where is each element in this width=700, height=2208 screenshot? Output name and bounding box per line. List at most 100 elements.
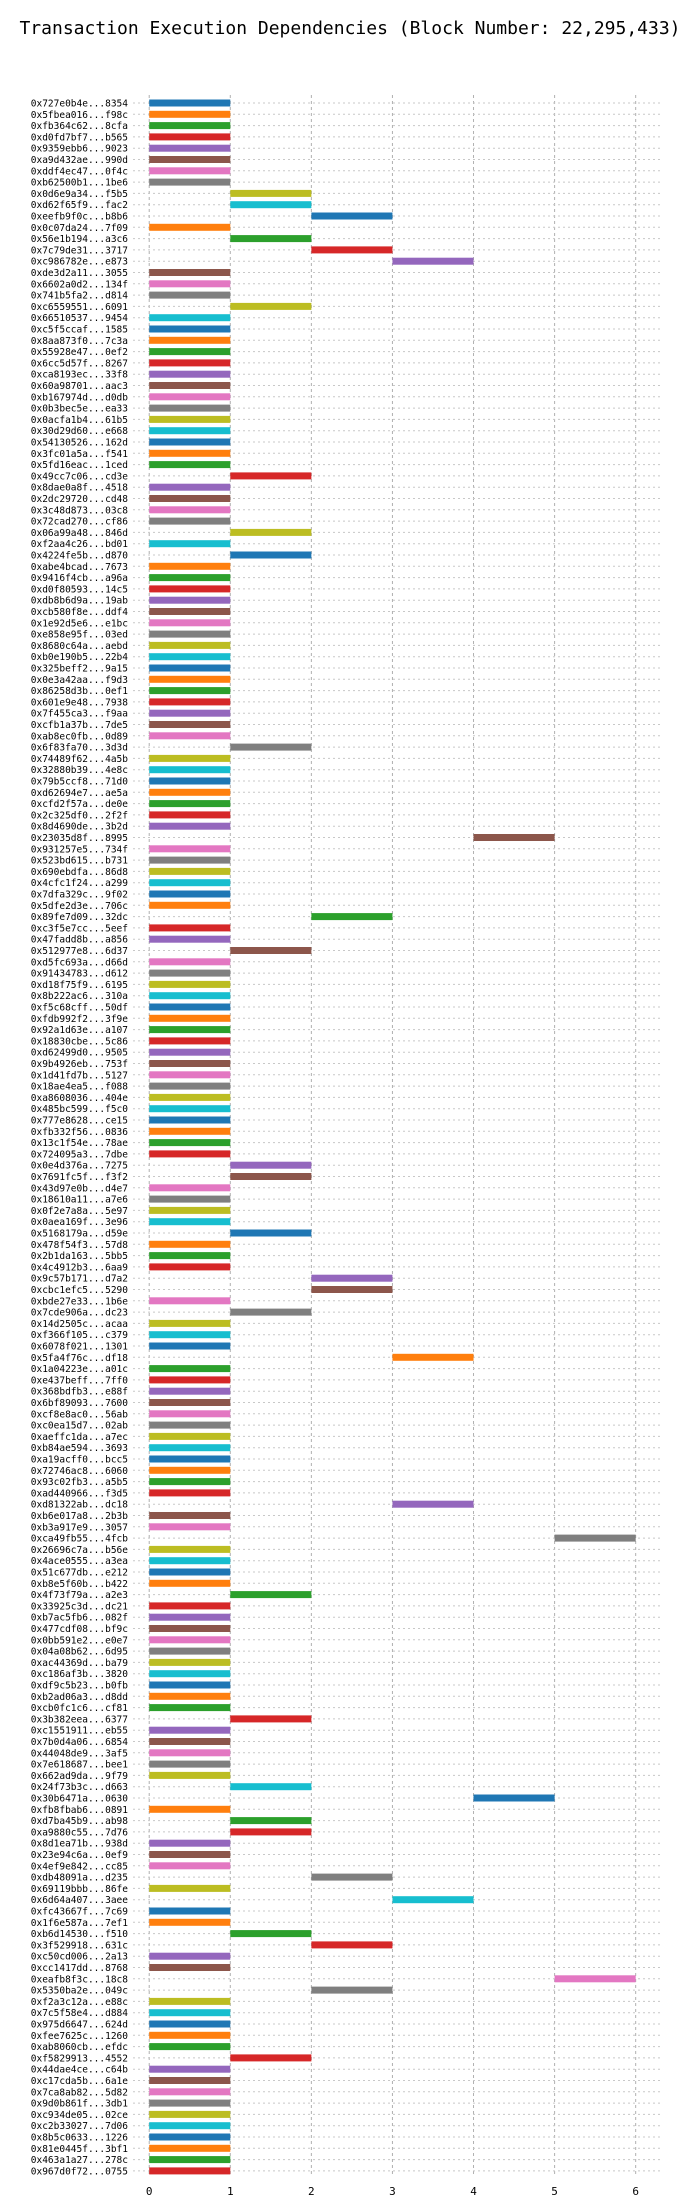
transaction-bar bbox=[149, 1263, 231, 1271]
transaction-bar bbox=[230, 1173, 312, 1180]
transaction-bar bbox=[311, 212, 393, 220]
y-tick-label: 0x32880b39...4e8c bbox=[31, 765, 128, 776]
transaction-bar bbox=[392, 1500, 474, 1508]
y-tick-label: 0xdf9c5b23...b0fb bbox=[31, 1681, 129, 1692]
y-tick-label: 0xa8608036...404e bbox=[31, 1093, 129, 1104]
y-tick-label: 0xfb8fbab6...0891 bbox=[31, 1805, 129, 1816]
transaction-bar bbox=[554, 1534, 636, 1542]
y-tick-label: 0x5dfe2d3e...706c bbox=[31, 901, 128, 912]
transaction-bar bbox=[149, 2156, 231, 2164]
transaction-bar bbox=[311, 1873, 393, 1881]
transaction-bar bbox=[149, 415, 231, 423]
y-tick-label: 0x0e4d376a...7275 bbox=[31, 1161, 128, 1172]
y-tick-label: 0xf2a3c12a...e88c bbox=[31, 1997, 128, 2008]
transaction-bar bbox=[149, 449, 231, 457]
transaction-bar bbox=[149, 144, 231, 152]
transaction-bar bbox=[149, 517, 231, 525]
transaction-bar bbox=[149, 2077, 231, 2084]
transaction-bar bbox=[230, 1308, 312, 1316]
transaction-bar bbox=[311, 913, 393, 921]
transaction-bar bbox=[149, 291, 231, 299]
y-tick-label: 0xd62f65f9...fac2 bbox=[31, 200, 128, 211]
y-tick-label: 0x43d97e0b...d4e7 bbox=[31, 1183, 128, 1194]
transaction-bar bbox=[149, 709, 231, 717]
y-tick-label: 0x477cdf08...bf9c bbox=[31, 1624, 128, 1635]
y-tick-label: 0x9d0b861f...3db1 bbox=[31, 2099, 129, 2110]
transaction-bar bbox=[311, 1941, 393, 1949]
y-tick-label: 0x54130526...162d bbox=[31, 438, 128, 449]
transaction-bar bbox=[149, 1478, 231, 1486]
transaction-bar bbox=[149, 698, 231, 706]
transaction-bar bbox=[149, 1512, 231, 1519]
transaction-bar bbox=[149, 2167, 231, 2175]
y-tick-label: 0xf2aa4c26...bd01 bbox=[31, 539, 129, 550]
transaction-bar bbox=[149, 1014, 231, 1022]
transaction-bar bbox=[149, 404, 231, 412]
y-tick-label: 0x56e1b194...a3c6 bbox=[31, 234, 129, 245]
x-tick-label: 2 bbox=[308, 2185, 315, 2198]
y-tick-label: 0x1d41fd7b...5127 bbox=[31, 1070, 128, 1081]
y-tick-label: 0x741b5fa2...d814 bbox=[31, 291, 129, 302]
y-tick-label: 0xd7ba45b9...ab98 bbox=[31, 1816, 129, 1827]
transaction-bar bbox=[149, 653, 231, 661]
transaction-bar bbox=[149, 1636, 231, 1644]
y-tick-label: 0xfdb992f2...3f9e bbox=[31, 1014, 129, 1025]
transaction-bar bbox=[149, 438, 231, 446]
y-tick-label: 0x2b1da163...5bb5 bbox=[31, 1251, 128, 1262]
y-tick-label: 0xa9880c55...7d76 bbox=[31, 1827, 129, 1838]
transaction-bar bbox=[149, 1365, 231, 1373]
y-tick-label: 0x1e92d5e6...e1bc bbox=[31, 618, 128, 629]
transaction-bar bbox=[149, 1399, 231, 1406]
transaction-bar bbox=[149, 969, 231, 977]
transaction-bar bbox=[149, 1997, 231, 2005]
y-tick-label: 0x4cfc1f24...a299 bbox=[31, 878, 129, 889]
transaction-bar bbox=[149, 732, 231, 740]
y-tick-label: 0x5350ba2e...049c bbox=[31, 1986, 128, 1997]
x-tick-label: 0 bbox=[146, 2185, 153, 2198]
y-tick-label: 0x3b382eea...6377 bbox=[31, 1714, 128, 1725]
transaction-bar bbox=[149, 427, 231, 435]
y-tick-label: 0xc50cd006...2a13 bbox=[31, 1952, 128, 1963]
y-tick-label: 0xeafb8f3c...18c8 bbox=[31, 1974, 129, 1985]
y-tick-label: 0x7c5f58e4...d884 bbox=[31, 2008, 129, 2019]
y-tick-label: 0x8b5c0633...1226 bbox=[31, 2133, 129, 2144]
transaction-bar bbox=[149, 461, 231, 469]
transaction-bar bbox=[149, 641, 231, 649]
y-tick-label: 0x485bc599...f5c0 bbox=[31, 1104, 129, 1115]
y-tick-label: 0x13c1f54e...78ae bbox=[31, 1138, 129, 1149]
transaction-bar bbox=[149, 596, 231, 604]
y-tick-label: 0x9c57b171...d7a2 bbox=[31, 1274, 128, 1285]
transaction-bar bbox=[230, 235, 312, 243]
y-tick-label: 0x6078f021...1301 bbox=[31, 1342, 129, 1353]
transaction-bar bbox=[149, 901, 231, 909]
y-tick-label: 0x6f83fa70...3d3d bbox=[31, 743, 128, 754]
transaction-bar bbox=[311, 1986, 393, 1994]
transaction-bar bbox=[149, 1444, 231, 1452]
transaction-bar bbox=[149, 223, 231, 231]
transaction-bar bbox=[149, 675, 231, 683]
transaction-bar bbox=[149, 178, 231, 186]
transaction-bar bbox=[149, 1003, 231, 1011]
transaction-bar bbox=[149, 483, 231, 491]
transaction-bar bbox=[149, 1342, 231, 1350]
y-tick-label: 0xfee7625c...1260 bbox=[31, 2031, 129, 2042]
transaction-bar bbox=[149, 585, 231, 593]
transaction-bar bbox=[149, 99, 231, 107]
y-tick-label: 0x690ebdfa...86d8 bbox=[31, 867, 129, 878]
y-tick-label: 0xb3a917e9...3057 bbox=[31, 1522, 128, 1533]
transaction-bar bbox=[149, 1862, 231, 1870]
transaction-bar bbox=[149, 856, 231, 864]
y-tick-label: 0xcfd2f57a...de0e bbox=[31, 799, 129, 810]
y-tick-label: 0x5168179a...d59e bbox=[31, 1229, 129, 1240]
y-tick-label: 0x3c48d873...03c8 bbox=[31, 505, 129, 516]
transaction-bar bbox=[149, 1297, 231, 1305]
transaction-bar bbox=[149, 1952, 231, 1960]
y-tick-label: 0x1f6e587a...7ef1 bbox=[31, 1918, 129, 1929]
transaction-bar bbox=[149, 1082, 231, 1090]
transaction-bar bbox=[149, 958, 231, 966]
transaction-bar bbox=[149, 1116, 231, 1124]
y-tick-label: 0x777e8628...ce15 bbox=[31, 1116, 128, 1127]
y-tick-label: 0x5fbea016...f98c bbox=[31, 110, 128, 121]
y-tick-label: 0x7dfa329c...9f02 bbox=[31, 890, 128, 901]
y-tick-label: 0xd18f75f9...6195 bbox=[31, 980, 128, 991]
